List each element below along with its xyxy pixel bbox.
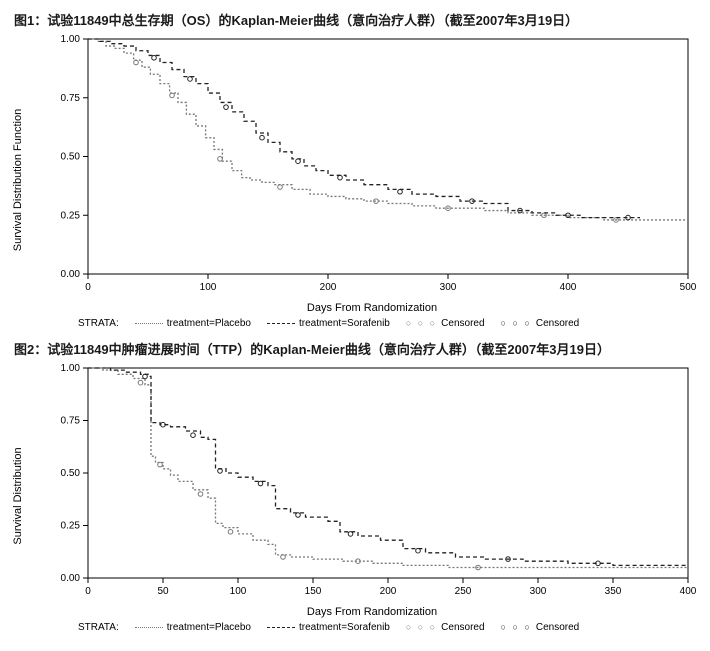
svg-text:300: 300 (530, 586, 547, 597)
svg-text:0.25: 0.25 (61, 210, 81, 221)
svg-text:50: 50 (157, 586, 169, 597)
fig1-chart: Survival Distribution Function 0.000.250… (42, 33, 702, 314)
svg-text:400: 400 (560, 282, 577, 293)
svg-text:0.50: 0.50 (61, 468, 81, 479)
svg-text:0.75: 0.75 (61, 93, 81, 104)
svg-text:200: 200 (380, 586, 397, 597)
svg-text:0.00: 0.00 (61, 269, 81, 280)
strata-label: STRATA: (78, 318, 119, 329)
fig1-legend-cens-sorafenib: ○ ○ ○Censored (497, 318, 580, 329)
svg-text:150: 150 (305, 586, 322, 597)
fig1-xlabel: Days From Randomization (42, 302, 702, 314)
fig2-xlabel: Days From Randomization (42, 606, 702, 618)
svg-text:1.00: 1.00 (61, 363, 81, 374)
svg-text:0.25: 0.25 (61, 521, 81, 532)
fig2-strata: STRATA: treatment=Placebo treatment=Sora… (78, 622, 702, 633)
svg-text:300: 300 (440, 282, 457, 293)
svg-text:200: 200 (320, 282, 337, 293)
fig2-title: 图2：试验11849中肿瘤进展时间（TTP）的Kaplan-Meier曲线（意向… (14, 339, 702, 358)
fig2-legend-sorafenib: treatment=Sorafenib (263, 622, 390, 633)
fig2-legend-cens-sorafenib: ○ ○ ○Censored (497, 622, 580, 633)
svg-text:350: 350 (605, 586, 622, 597)
fig2-svg: 0.00 0.25 0.50 0.75 1.00 0 50 100 150 200 250 300 35… (42, 362, 698, 604)
svg-text:100: 100 (230, 586, 247, 597)
svg-text:250: 250 (455, 586, 472, 597)
fig2-ylabel: Survival Distribution (12, 447, 24, 544)
svg-text:0.50: 0.50 (61, 152, 81, 163)
svg-text:500: 500 (680, 282, 697, 293)
fig1-legend-cens-placebo: ○ ○ ○Censored (402, 318, 485, 329)
svg-text:0: 0 (85, 282, 91, 293)
svg-text:0.00: 0.00 (61, 573, 81, 584)
strata-label-2: STRATA: (78, 622, 119, 633)
fig2-chart: Survival Distribution 0.000.250.500.751.… (42, 362, 702, 618)
svg-text:1.00: 1.00 (61, 34, 81, 45)
fig2-legend-placebo: treatment=Placebo (131, 622, 251, 633)
fig2-legend-cens-placebo: ○ ○ ○Censored (402, 622, 485, 633)
svg-text:0.75: 0.75 (61, 416, 81, 427)
fig1-title: 图1：试验11849中总生存期（OS）的Kaplan-Meier曲线（意向治疗人… (14, 10, 702, 29)
fig1-strata: STRATA: treatment=Placebo treatment=Sora… (78, 318, 702, 329)
fig1-legend-sorafenib: treatment=Sorafenib (263, 318, 390, 329)
svg-text:0: 0 (85, 586, 91, 597)
fig1-svg: 0.00 0.25 0.50 0.75 1.00 0 100 200 300 400 500 (42, 33, 698, 300)
fig1-legend-placebo: treatment=Placebo (131, 318, 251, 329)
svg-text:400: 400 (680, 586, 697, 597)
svg-text:100: 100 (200, 282, 217, 293)
fig1-ylabel: Survival Distribution Function (12, 108, 24, 250)
